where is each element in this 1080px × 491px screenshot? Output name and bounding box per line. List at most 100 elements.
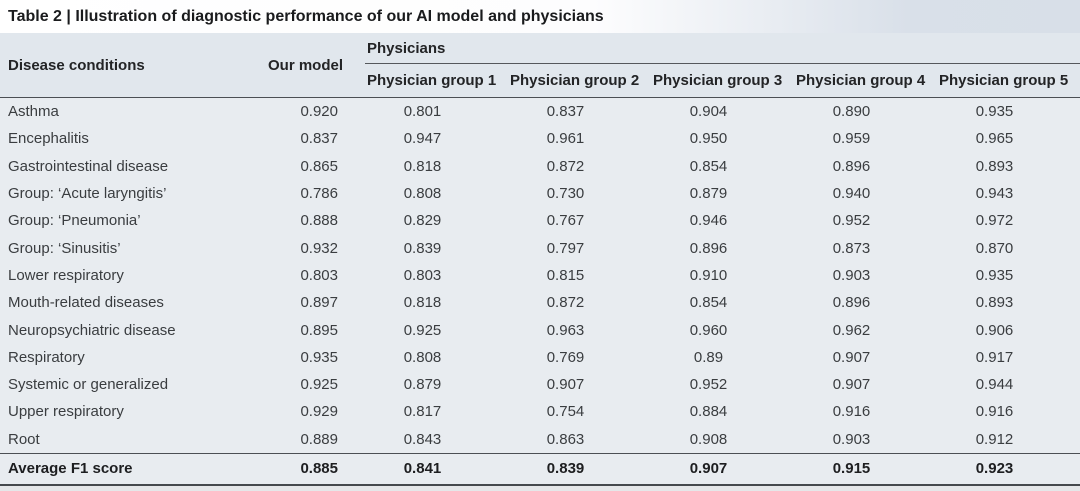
table-row: Upper respiratory 0.929 0.817 0.754 0.884 0.9…	[0, 398, 1080, 425]
our-model-score-cell: 0.889	[300, 430, 338, 448]
physician-group-3-score-cell: 0.896	[689, 239, 728, 257]
physician-group-4-score-cell: 0.896	[832, 157, 871, 175]
physician-group-3-score-cell: 0.89	[693, 348, 724, 366]
column-header-our-model: Our model	[255, 33, 365, 98]
physician-group-4-score-cell: 0.896	[832, 294, 871, 312]
physician-group-1-score-cell: 0.818	[403, 294, 442, 312]
physician-group-3-score-cell: 0.946	[689, 212, 728, 230]
physician-group-4-score-cell: 0.916	[832, 403, 871, 421]
our-model-score-cell: 0.925	[300, 376, 338, 394]
physician-group-5-score-cell: 0.943	[975, 185, 1014, 203]
physician-group-2-score-cell: 0.907	[546, 376, 585, 394]
physician-group-2-score-cell: 0.754	[546, 403, 585, 421]
table-row: Root 0.889 0.843 0.863 0.908 0.903 0.912	[0, 426, 1080, 454]
table-row: Respiratory 0.935 0.808 0.769 0.89 0.907 0.917	[0, 344, 1080, 371]
physician-group-2-score-cell: 0.863	[546, 430, 585, 448]
physician-group-5-score-cell: 0.906	[975, 321, 1014, 339]
disease-condition-cell: Average F1 score	[0, 452, 255, 486]
physician-group-4-score-cell: 0.903	[832, 266, 871, 284]
physician-group-4-score-cell: 0.873	[832, 239, 871, 257]
physician-group-2-score-cell: 0.769	[546, 348, 585, 366]
column-header-physician-group-4: Physician group 4	[794, 63, 937, 98]
column-header-physician-group-1: Physician group 1	[365, 63, 508, 98]
physician-group-1-score-cell: 0.839	[403, 239, 442, 257]
physician-group-1-score-cell: 0.843	[403, 430, 442, 448]
table-row: Mouth-related diseases 0.897 0.818 0.872 0.8…	[0, 289, 1080, 316]
physician-group-1-score-cell: 0.808	[403, 185, 442, 203]
column-header-physician-group-3: Physician group 3	[651, 63, 794, 98]
disease-condition-cell: Respiratory	[8, 348, 85, 366]
physician-group-2-score-cell: 0.963	[546, 321, 585, 339]
disease-condition-cell: Mouth-related diseases	[8, 294, 164, 312]
disease-condition-cell: Group: ‘Pneumonia’	[8, 212, 141, 230]
table-row: Group: ‘Pneumonia’ 0.888 0.829 0.767 0.946 0.…	[0, 207, 1080, 234]
physician-group-4-score-cell: 0.940	[832, 185, 871, 203]
physician-group-5-score-cell: 0.935	[975, 266, 1014, 284]
physician-group-1-score-cell: 0.818	[403, 157, 442, 175]
physician-group-2-score-cell: 0.872	[546, 294, 585, 312]
disease-condition-cell: Group: ‘Sinusitis’	[8, 239, 121, 257]
physician-group-1-score-cell: 0.829	[403, 212, 442, 230]
column-header-physicians: Physicians	[365, 33, 1080, 64]
our-model-score-cell: 0.837	[300, 130, 338, 148]
table-footer-row: Average F1 score 0.885 0.841 0.839 0.907 0.91…	[0, 452, 1080, 486]
disease-condition-cell: Asthma	[8, 103, 59, 121]
physician-group-2-score-cell: 0.767	[546, 212, 585, 230]
table-row: Neuropsychiatric disease 0.895 0.925 0.963 0…	[0, 316, 1080, 343]
physician-group-3-score-cell: 0.854	[689, 157, 728, 175]
physician-group-5-score-cell: 0.965	[975, 130, 1014, 148]
table-header: Disease conditions Our model Physicians …	[0, 33, 1080, 98]
physician-group-5-score-cell: 0.935	[975, 103, 1014, 121]
physician-group-2-score-cell: 0.961	[546, 130, 585, 148]
physician-group-2-score-cell: 0.730	[546, 185, 585, 203]
physician-group-4-score-cell: 0.907	[832, 376, 871, 394]
physician-group-1-score-cell: 0.803	[403, 266, 442, 284]
physician-group-1-score-cell: 0.808	[403, 348, 442, 366]
physician-group-5-score-cell: 0.893	[975, 157, 1014, 175]
our-model-score-cell: 0.920	[300, 103, 338, 121]
physician-group-5-score-cell: 0.912	[975, 430, 1014, 448]
physician-group-4-score-cell: 0.959	[832, 130, 871, 148]
disease-condition-cell: Root	[8, 430, 40, 448]
physician-group-2-score-cell: 0.839	[508, 452, 651, 486]
table-row: Gastrointestinal disease 0.865 0.818 0.872 0…	[0, 153, 1080, 180]
physician-group-2-score-cell: 0.815	[546, 266, 585, 284]
disease-condition-cell: Neuropsychiatric disease	[8, 321, 176, 339]
physician-group-3-score-cell: 0.907	[651, 452, 794, 486]
physician-group-4-score-cell: 0.903	[832, 430, 871, 448]
physician-group-1-score-cell: 0.817	[403, 403, 442, 421]
physician-group-1-score-cell: 0.925	[403, 321, 442, 339]
physician-group-1-score-cell: 0.947	[403, 130, 442, 148]
physician-group-3-score-cell: 0.904	[689, 103, 728, 121]
our-model-score-cell: 0.803	[300, 266, 338, 284]
our-model-score-cell: 0.895	[300, 321, 338, 339]
column-header-physician-group-2: Physician group 2	[508, 63, 651, 98]
physician-group-1-score-cell: 0.801	[403, 103, 442, 121]
column-header-physician-group-5: Physician group 5	[937, 63, 1080, 98]
physician-group-5-score-cell: 0.944	[975, 376, 1014, 394]
table-row: Group: ‘Acute laryngitis’ 0.786 0.808 0.730…	[0, 180, 1080, 207]
physician-group-4-score-cell: 0.915	[794, 452, 937, 486]
physician-group-3-score-cell: 0.908	[689, 430, 728, 448]
our-model-score-cell: 0.929	[300, 403, 338, 421]
physician-group-5-score-cell: 0.923	[937, 452, 1080, 486]
physician-group-1-score-cell: 0.879	[403, 376, 442, 394]
physician-group-2-score-cell: 0.837	[546, 103, 585, 121]
disease-condition-cell: Gastrointestinal disease	[8, 157, 169, 175]
table-row: Encephalitis 0.837 0.947 0.961 0.950 0.959 0.9…	[0, 125, 1080, 152]
our-model-score-cell: 0.865	[300, 157, 338, 175]
table-body: Asthma 0.920 0.801 0.837 0.904 0.890 0.935 Ence…	[0, 97, 1080, 486]
physician-group-1-score-cell: 0.841	[365, 452, 508, 486]
table-title: Table 2 | Illustration of diagnostic per…	[0, 0, 1080, 33]
diagnostic-performance-table: Disease conditions Our model Physicians …	[0, 33, 1080, 486]
physician-group-3-score-cell: 0.879	[689, 185, 728, 203]
physician-group-4-score-cell: 0.962	[832, 321, 871, 339]
physician-group-2-score-cell: 0.872	[546, 157, 585, 175]
physician-group-4-score-cell: 0.907	[832, 348, 871, 366]
physician-group-3-score-cell: 0.960	[689, 321, 728, 339]
physician-group-2-score-cell: 0.797	[546, 239, 585, 257]
disease-condition-cell: Group: ‘Acute laryngitis’	[8, 185, 167, 203]
disease-condition-cell: Upper respiratory	[8, 403, 124, 421]
physician-group-4-score-cell: 0.890	[832, 103, 871, 121]
physician-group-3-score-cell: 0.910	[689, 266, 728, 284]
